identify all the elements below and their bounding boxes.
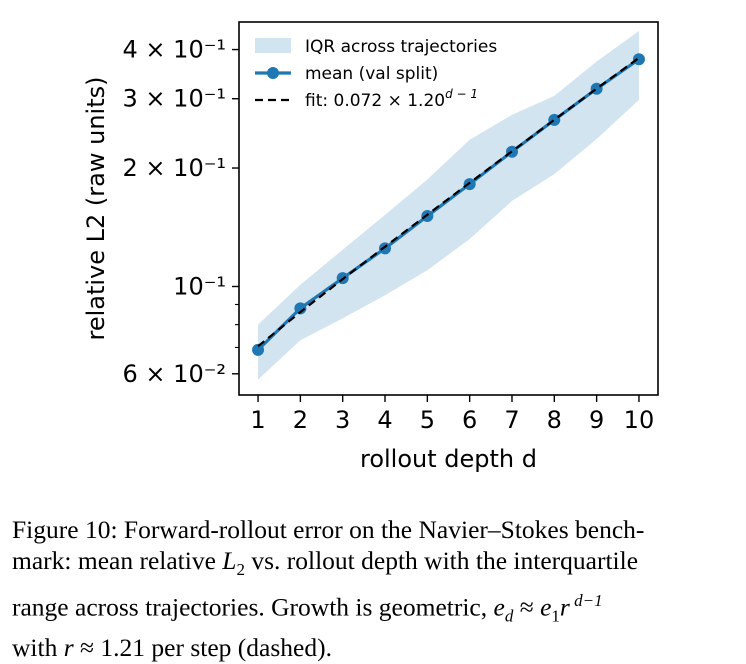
formula-r: r <box>559 592 570 622</box>
figure-caption: Figure 10: Forward-rollout error on the … <box>12 514 740 663</box>
caption-r-value: ≈ 1.21 <box>73 632 146 662</box>
formula-d: d <box>504 606 514 626</box>
axes-layer <box>238 21 659 396</box>
legend-mean-marker <box>267 67 279 79</box>
chart: 1 2 3 4 5 6 7 8 9 10 6 × 10⁻² 10⁻¹ 2 × 10⁻¹ 3 × 10⁻¹ 4… <box>82 21 659 474</box>
formula-1: 1 <box>551 606 560 626</box>
caption-label: Figure 10: <box>12 515 118 544</box>
figure: 1 2 3 4 5 6 7 8 9 10 6 × 10⁻² 10⁻¹ 2 × 10⁻¹ 3 × 10⁻¹ 4… <box>82 21 659 474</box>
caption-text-6: per step (dashed). <box>145 632 332 662</box>
x-tick-label: 4 <box>377 406 392 434</box>
x-tick-label: 9 <box>589 406 604 434</box>
x-tick-label: 10 <box>624 406 655 434</box>
y-tick-label: 4 × 10⁻¹ <box>123 36 226 64</box>
x-tick-label: 1 <box>250 406 265 434</box>
x-tick-label: 5 <box>420 406 435 434</box>
caption-symbol-l: L <box>222 546 237 575</box>
plot-frame <box>238 21 659 396</box>
caption-text-1: Forward-rollout error on the Navier–Stok… <box>117 515 645 544</box>
chart-svg: 1 2 3 4 5 6 7 8 9 10 6 × 10⁻² 10⁻¹ 2 × 10⁻¹ 3 × 10⁻¹ 4… <box>82 21 659 474</box>
y-tick-label: 6 × 10⁻² <box>123 360 226 388</box>
x-tick-label: 8 <box>547 406 562 434</box>
iqr-band-layer <box>258 30 639 380</box>
caption-symbol-l-subscript: 2 <box>236 560 245 580</box>
legend-iqr-label: IQR across trajectories <box>305 37 497 57</box>
legend-iqr-swatch <box>255 38 291 53</box>
legend-fit-exponent: d − 1 <box>445 87 478 101</box>
tick-layer: 1 2 3 4 5 6 7 8 9 10 6 × 10⁻² 10⁻¹ 2 × 10⁻¹ 3 × 10⁻¹ 4… <box>123 36 655 434</box>
legend-mean-label: mean (val split) <box>305 64 438 84</box>
formula-approx: ≈ <box>513 592 541 622</box>
x-tick-label: 7 <box>504 406 519 434</box>
mean-point <box>294 302 307 315</box>
y-tick-label: 10⁻¹ <box>173 272 226 300</box>
formula-exponent: d−1 <box>569 591 603 611</box>
x-tick-label: 2 <box>293 406 308 434</box>
caption-text-4: range across trajectories. Growth is geo… <box>12 592 494 622</box>
formula-e1: e <box>540 592 552 622</box>
formula-e: e <box>493 592 505 622</box>
y-tick-label: 3 × 10⁻¹ <box>123 85 226 113</box>
caption-text-3: vs. rollout depth with the interquartile <box>244 546 639 575</box>
x-axis-label: rollout depth d <box>360 445 537 473</box>
y-tick-label: 2 × 10⁻¹ <box>123 154 226 182</box>
mean-point <box>379 242 392 255</box>
mean-point <box>252 343 265 356</box>
x-tick-label: 3 <box>335 406 350 434</box>
legend: IQR across trajectories mean (val split) f… <box>255 37 497 111</box>
caption-text-5: with <box>12 632 64 662</box>
series-layer <box>252 53 645 356</box>
y-axis-label: relative L2 (raw units) <box>82 77 110 341</box>
axis-labels: rollout depth d relative L2 (raw units) <box>82 77 537 474</box>
fit-line <box>257 56 640 348</box>
caption-r-symbol: r <box>63 632 74 662</box>
legend-fit-label: fit: 0.072 × 1.20d − 1 <box>305 87 478 111</box>
x-tick-label: 6 <box>462 406 477 434</box>
mean-point <box>632 53 645 66</box>
iqr-band <box>258 30 639 380</box>
caption-text-2: mark: mean relative <box>12 546 223 575</box>
